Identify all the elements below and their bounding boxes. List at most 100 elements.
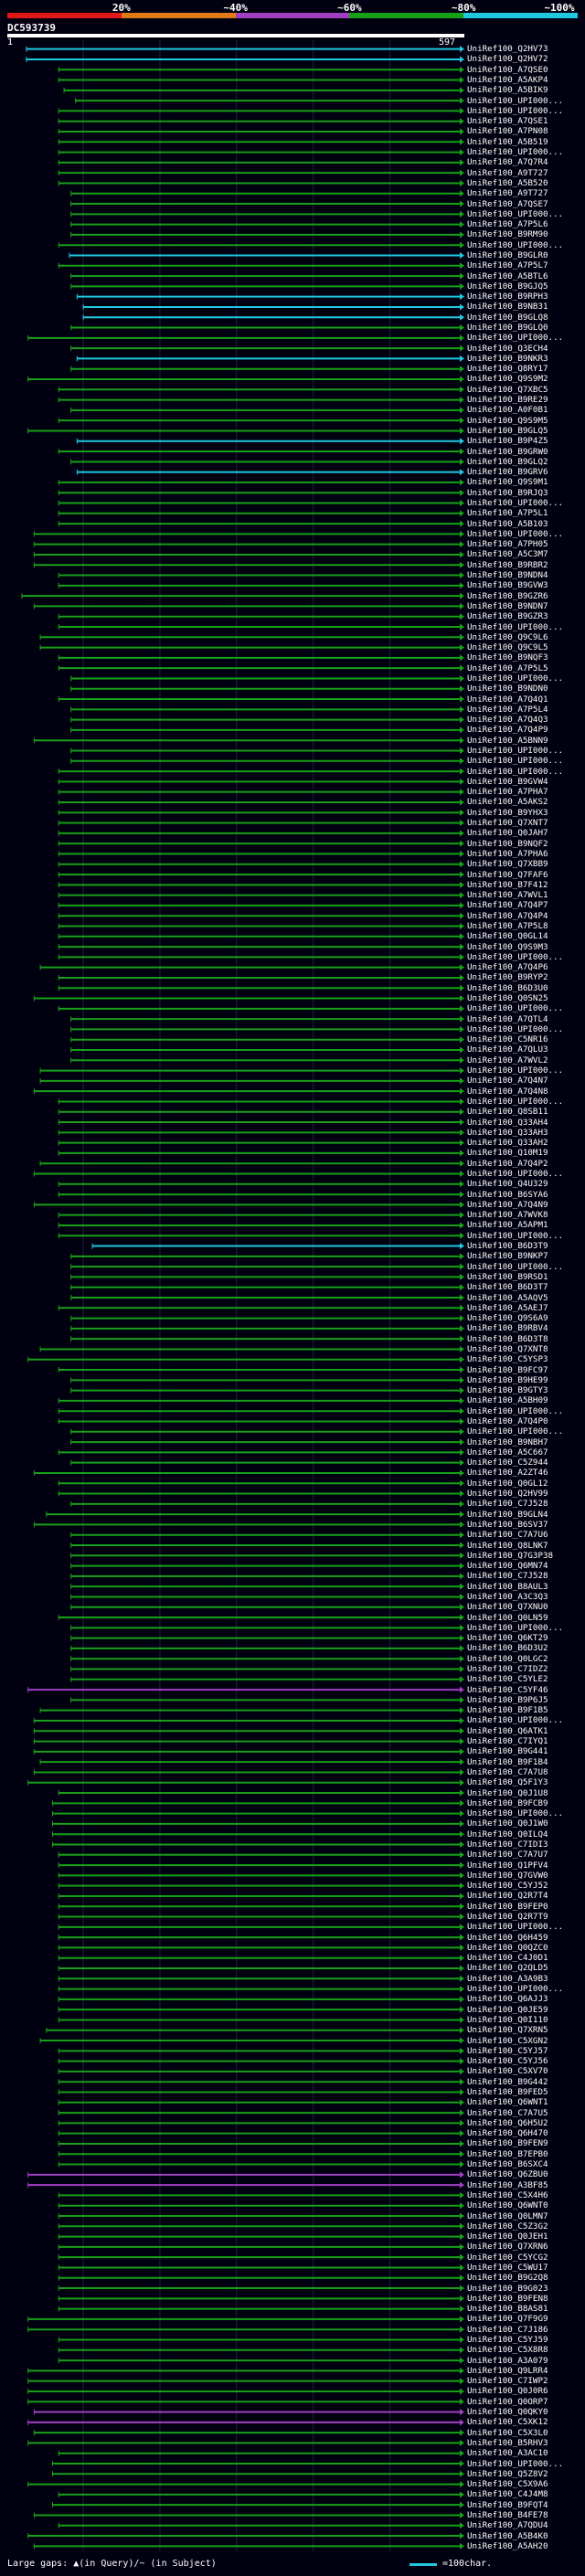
hit-row[interactable]: [58, 241, 464, 249]
hit-label[interactable]: UniRef100_A7QDU4: [467, 2520, 548, 2531]
hit-row[interactable]: [33, 1170, 464, 1177]
hit-row[interactable]: [70, 1635, 464, 1642]
hit-row[interactable]: [58, 974, 464, 981]
hit-row[interactable]: [21, 592, 464, 599]
hit-row[interactable]: [58, 1397, 464, 1405]
hit-label[interactable]: UniRef100_B6D3T8: [467, 1333, 548, 1344]
hit-row[interactable]: [26, 56, 464, 63]
hit-row[interactable]: [70, 1645, 464, 1652]
hit-row[interactable]: [33, 1717, 464, 1724]
hit-label[interactable]: UniRef100_B9FQT4: [467, 2499, 548, 2510]
hit-label[interactable]: UniRef100_C7IWP2: [467, 2376, 548, 2387]
hit-label[interactable]: UniRef100_UPI000...: [467, 208, 564, 219]
hit-label[interactable]: UniRef100_A5AKP4: [467, 75, 548, 86]
hit-label[interactable]: UniRef100_B7EPB0: [467, 2148, 548, 2159]
hit-label[interactable]: UniRef100_A7Q4N9: [467, 1199, 548, 1210]
hit-row[interactable]: [58, 2274, 464, 2282]
hit-label[interactable]: UniRef100_A7Q4N7: [467, 1076, 548, 1087]
hit-row[interactable]: [58, 2212, 464, 2220]
hit-label[interactable]: UniRef100_A7PHA7: [467, 787, 548, 798]
hit-row[interactable]: [39, 633, 464, 641]
hit-row[interactable]: [39, 2037, 464, 2044]
hit-label[interactable]: UniRef100_Q7XRN5: [467, 2025, 548, 2036]
hit-label[interactable]: UniRef100_A7P5L1: [467, 508, 548, 519]
hit-label[interactable]: UniRef100_A7QTL4: [467, 1013, 548, 1024]
hit-label[interactable]: UniRef100_B9RE29: [467, 395, 548, 406]
hit-label[interactable]: UniRef100_A3C3Q3: [467, 1591, 548, 1602]
hit-label[interactable]: UniRef100_C5Z3G2: [467, 2221, 548, 2231]
hit-label[interactable]: UniRef100_A5B103: [467, 518, 548, 529]
hit-row[interactable]: [58, 1490, 464, 1498]
hit-label[interactable]: UniRef100_C7J528: [467, 1499, 548, 1510]
hit-label[interactable]: UniRef100_A7Q7R4: [467, 157, 548, 168]
hit-row[interactable]: [58, 1097, 464, 1105]
hit-label[interactable]: UniRef100_A7Q4P2: [467, 1158, 548, 1169]
hit-row[interactable]: [58, 1913, 464, 1921]
hit-row[interactable]: [70, 1046, 464, 1054]
hit-row[interactable]: [58, 107, 464, 114]
hit-row[interactable]: [70, 705, 464, 713]
hit-label[interactable]: UniRef100_C5YLE2: [467, 1674, 548, 1685]
hit-row[interactable]: [58, 2191, 464, 2199]
hit-label[interactable]: UniRef100_C5YCG2: [467, 2252, 548, 2263]
hit-label[interactable]: UniRef100_B9GLQ8: [467, 312, 548, 323]
hit-label[interactable]: UniRef100_Q2R7T4: [467, 1891, 548, 1902]
hit-row[interactable]: [58, 1129, 464, 1136]
hit-label[interactable]: UniRef100_Q6AJJ3: [467, 1994, 548, 2005]
hit-label[interactable]: UniRef100_Q9S9M5: [467, 415, 548, 426]
hit-row[interactable]: [70, 726, 464, 734]
hit-label[interactable]: UniRef100_B9FEP0: [467, 1901, 548, 1912]
hit-row[interactable]: [51, 1810, 464, 1818]
hit-row[interactable]: [70, 1655, 464, 1662]
hit-label[interactable]: UniRef100_UPI000...: [467, 498, 564, 508]
hit-row[interactable]: [70, 685, 464, 693]
hit-row[interactable]: [27, 376, 464, 383]
hit-label[interactable]: UniRef100_B8AUL3: [467, 1581, 548, 1592]
hit-row[interactable]: [58, 922, 464, 929]
hit-row[interactable]: [39, 1160, 464, 1167]
hit-label[interactable]: UniRef100_Q0GL14: [467, 931, 548, 942]
hit-row[interactable]: [39, 1758, 464, 1765]
hit-row[interactable]: [58, 2233, 464, 2241]
hit-label[interactable]: UniRef100_Q7FAF6: [467, 869, 548, 880]
hit-row[interactable]: [58, 809, 464, 816]
hit-row[interactable]: [39, 964, 464, 971]
hit-label[interactable]: UniRef100_Q9C9L5: [467, 642, 548, 653]
hit-label[interactable]: UniRef100_A7Q4Q3: [467, 715, 548, 726]
hit-row[interactable]: [58, 830, 464, 837]
hit-row[interactable]: [58, 799, 464, 806]
hit-label[interactable]: UniRef100_UPI000...: [467, 746, 564, 756]
hit-row[interactable]: [58, 500, 464, 507]
hit-label[interactable]: UniRef100_C7IDI3: [467, 1839, 548, 1850]
hit-row[interactable]: [33, 1768, 464, 1776]
hit-label[interactable]: UniRef100_A7P5L8: [467, 920, 548, 931]
hit-label[interactable]: UniRef100_A0F0B1: [467, 405, 548, 416]
hit-row[interactable]: [70, 366, 464, 373]
hit-row[interactable]: [27, 427, 464, 434]
hit-label[interactable]: UniRef100_C5X9A6: [467, 2479, 548, 2490]
hit-label[interactable]: UniRef100_A7WVL2: [467, 1055, 548, 1065]
hit-row[interactable]: [63, 87, 464, 94]
hit-row[interactable]: [58, 1005, 464, 1012]
hit-row[interactable]: [58, 664, 464, 672]
hit-label[interactable]: UniRef100_UPI000...: [467, 756, 564, 767]
hit-row[interactable]: [58, 2347, 464, 2354]
hit-label[interactable]: UniRef100_UPI000...: [467, 1230, 564, 1241]
hit-row[interactable]: [70, 200, 464, 207]
hit-row[interactable]: [33, 737, 464, 744]
hit-row[interactable]: [70, 1573, 464, 1580]
hit-row[interactable]: [58, 695, 464, 703]
hit-label[interactable]: UniRef100_UPI000...: [467, 951, 564, 962]
hit-label[interactable]: UniRef100_A5BIK9: [467, 85, 548, 96]
hit-row[interactable]: [58, 1181, 464, 1188]
hit-row[interactable]: [58, 2047, 464, 2054]
hit-row[interactable]: [27, 1779, 464, 1786]
hit-label[interactable]: UniRef100_B9RBV4: [467, 1323, 548, 1334]
hit-row[interactable]: [58, 2450, 464, 2457]
hit-label[interactable]: UniRef100_B9G023: [467, 2283, 548, 2294]
hit-row[interactable]: [58, 138, 464, 145]
hit-label[interactable]: UniRef100_B9GLR0: [467, 249, 548, 260]
hit-label[interactable]: UniRef100_B4FE78: [467, 2509, 548, 2520]
hit-label[interactable]: UniRef100_Q8RY17: [467, 364, 548, 375]
hit-row[interactable]: [70, 1284, 464, 1291]
